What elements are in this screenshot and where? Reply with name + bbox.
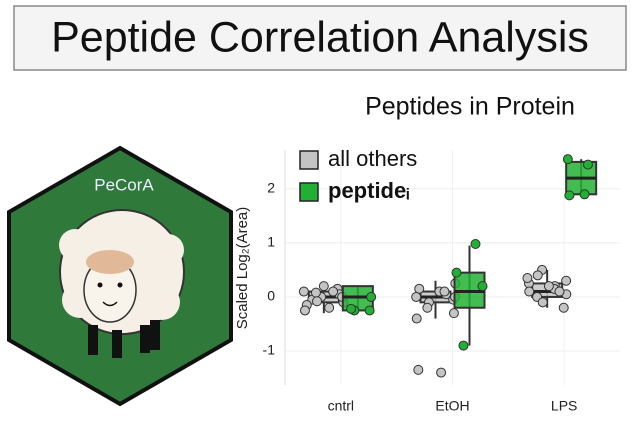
logo: PeCorA [7,145,233,407]
point [312,296,323,307]
point [451,267,462,278]
point [411,291,422,302]
y-tick-label: 2 [267,180,275,196]
point [554,286,565,297]
point [582,159,593,170]
y-tick-label: 0 [267,288,275,304]
point [439,286,450,297]
point [413,364,424,375]
point [564,190,575,201]
header-title: Peptide Correlation Analysis [51,13,589,61]
header-box [13,5,627,71]
point [537,297,548,308]
x-tick-label: cntrl [328,398,354,414]
y-tick-label: 1 [267,234,275,250]
point [522,273,533,284]
legend-swatch [299,182,319,202]
point [562,154,573,165]
point [524,286,535,297]
point [298,286,309,297]
point [543,281,554,292]
point [448,308,459,319]
x-tick-label: LPS [551,398,577,414]
y-tick-label: -1 [263,342,276,358]
point [346,303,357,314]
point [558,302,569,313]
point [458,340,469,351]
point [411,313,422,324]
point [324,302,335,313]
point [561,275,572,286]
chart-title: Peptides in Protein [365,93,575,121]
point [318,281,329,292]
point [436,367,447,378]
point [422,302,433,313]
legend-label: peptideᵢ [328,178,409,203]
point [532,270,543,281]
point [477,281,488,292]
sheep [59,209,185,358]
logo-label: PeCorA [94,175,154,194]
y-axis-label: Scaled Log₂(Area) [234,207,251,330]
point [310,287,321,298]
point [470,239,481,249]
point [366,291,377,302]
x-tick-label: EtOH [435,398,469,414]
legend-label: all others [328,146,417,171]
point [364,305,375,316]
point [299,305,310,316]
legend-swatch [299,150,319,170]
point [328,286,339,297]
point [579,189,590,200]
